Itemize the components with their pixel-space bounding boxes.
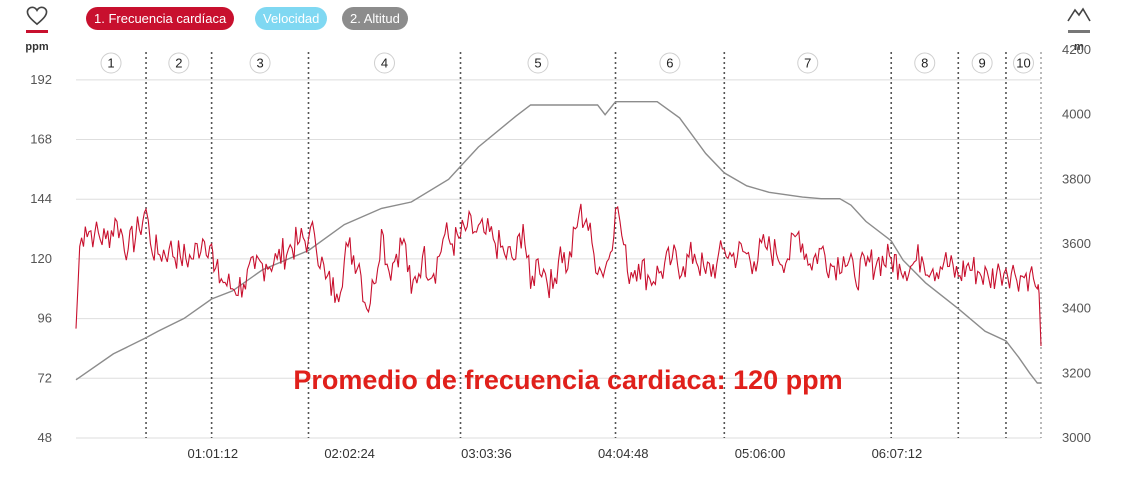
left-axis-unit: ppm [25, 41, 49, 53]
lap-label: 4 [381, 56, 388, 71]
lap-label: 5 [534, 56, 541, 71]
lap-label: 7 [804, 56, 811, 71]
altitude-axis-indicator [1068, 30, 1090, 33]
lap-badge [249, 52, 271, 74]
y-right-tick-label: 3600 [1062, 236, 1091, 251]
y-left-tick-label: 120 [30, 251, 52, 266]
y-right-tick-label: 4000 [1062, 107, 1091, 122]
legend-heart-rate-toggle[interactable]: 1. Frecuencia cardíaca [86, 7, 235, 30]
y-left-tick-label: 144 [30, 191, 52, 206]
y-right-tick-label: 4200 [1062, 42, 1091, 57]
y-left-tick-label: 72 [38, 370, 52, 385]
heart-rate-line [75, 203, 1042, 347]
lap-badge [971, 52, 993, 74]
y-left-tick-label: 96 [38, 311, 52, 326]
lap-badge [797, 52, 819, 74]
x-tick-label: 05:06:00 [735, 446, 786, 461]
lap-label: 3 [256, 56, 263, 71]
y-left-tick-label: 48 [38, 430, 52, 445]
lap-label: 9 [979, 56, 986, 71]
lap-label: 8 [921, 56, 928, 71]
y-left-tick-label: 168 [30, 132, 52, 147]
lap-badge [914, 52, 936, 74]
mountain-icon[interactable] [1067, 6, 1091, 22]
y-right-tick-label: 3800 [1062, 171, 1091, 186]
lap-label: 2 [175, 56, 182, 71]
legend-altitude-toggle[interactable]: 2. Altitud [342, 7, 408, 30]
chart-header: ppm 1. Frecuencia cardíaca Velocidad 2. … [0, 0, 1128, 60]
y-left-tick-label: 192 [30, 72, 52, 87]
lap-label: 10 [1016, 56, 1030, 71]
x-tick-label: 01:01:12 [188, 446, 239, 461]
lap-badge [527, 52, 549, 74]
y-right-tick-label: 3400 [1062, 301, 1091, 316]
lap-badge [100, 52, 122, 74]
x-tick-label: 06:07:12 [872, 446, 923, 461]
lap-badge [374, 52, 396, 74]
lap-badge [1012, 52, 1034, 74]
x-tick-label: 04:04:48 [598, 446, 649, 461]
lap-badge [659, 52, 681, 74]
lap-badge [168, 52, 190, 74]
lap-label: 1 [107, 56, 114, 71]
lap-label: 6 [666, 56, 673, 71]
y-right-tick-label: 3200 [1062, 365, 1091, 380]
legend-speed-toggle[interactable]: Velocidad [255, 7, 328, 30]
x-tick-label: 02:02:24 [324, 446, 375, 461]
right-axis-unit: m [1074, 41, 1084, 53]
heart-rate-axis-indicator [26, 30, 48, 33]
altitude-line [75, 100, 1041, 384]
x-tick-label: 03:03:36 [461, 446, 512, 461]
average-heart-rate-annotation: Promedio de frecuencia cardiaca: 120 ppm [293, 365, 842, 395]
y-right-tick-label: 3000 [1062, 430, 1091, 445]
heart-icon[interactable] [26, 6, 48, 26]
